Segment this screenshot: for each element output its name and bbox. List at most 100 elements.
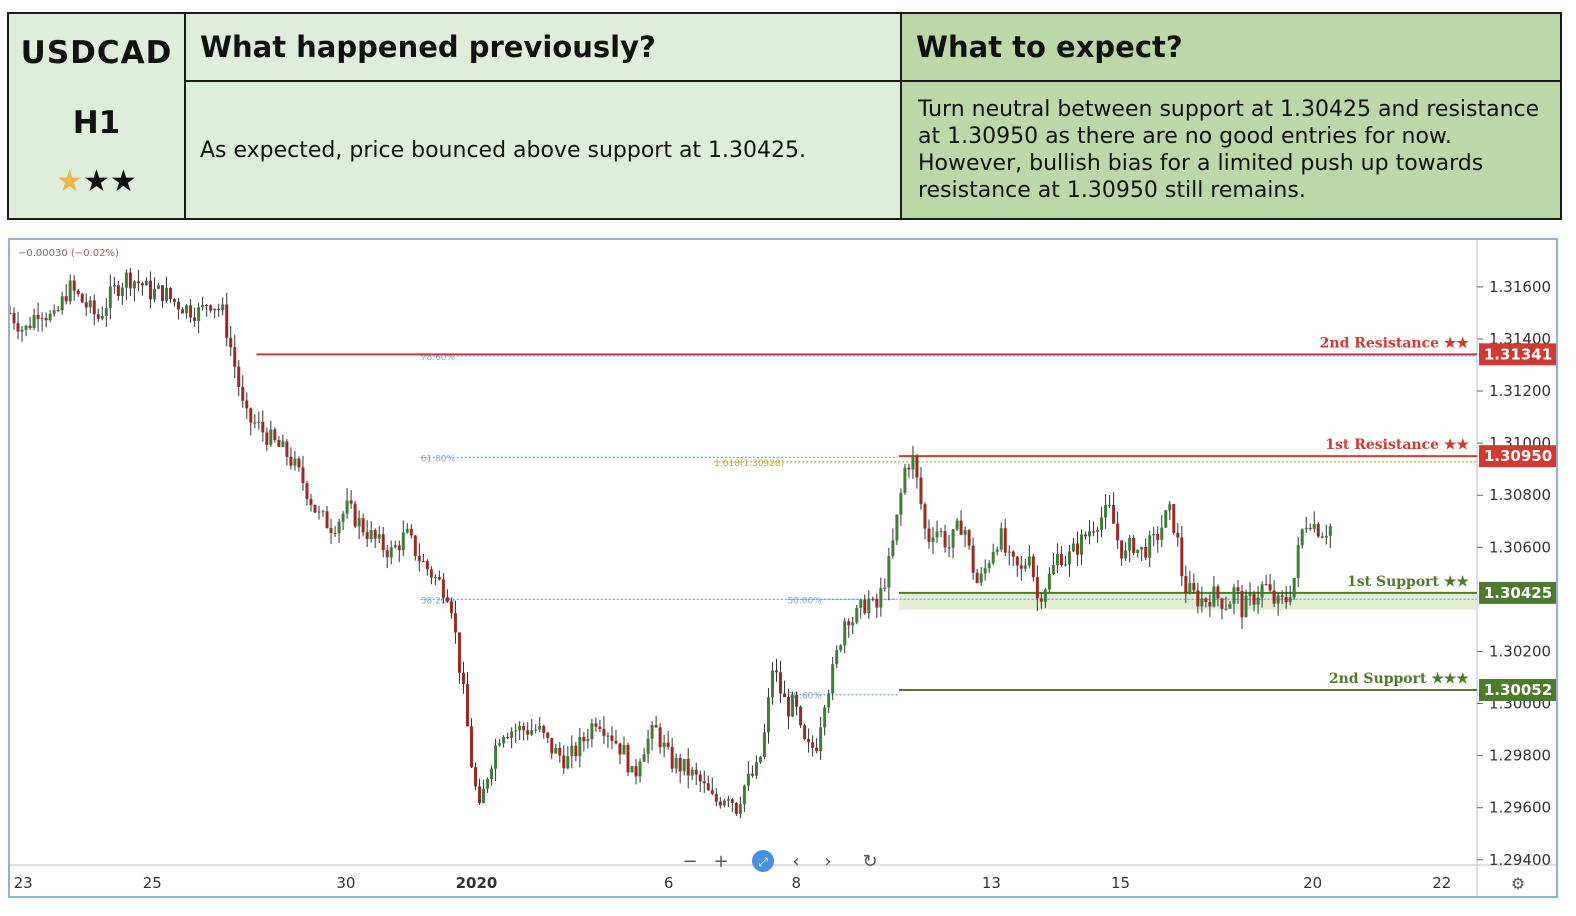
candle-body	[233, 347, 237, 367]
candle-body	[622, 744, 626, 755]
candle-body	[1328, 526, 1332, 536]
candle-body	[377, 534, 381, 539]
candle-body	[20, 329, 24, 332]
candle-body	[823, 707, 827, 728]
candle-body	[165, 287, 169, 301]
candle-body	[534, 729, 538, 731]
candle-body	[1160, 527, 1164, 540]
candle-body	[1264, 584, 1268, 586]
candle-body	[349, 500, 353, 504]
y-tick-label: 1.30200	[1489, 642, 1551, 660]
candle-body	[1244, 595, 1248, 618]
star-gold-icon: ★	[56, 164, 84, 199]
candle-body	[221, 304, 225, 310]
candle-body	[1156, 533, 1160, 540]
candle-body	[1308, 527, 1312, 529]
reset-button[interactable]: ↻	[862, 851, 877, 872]
candle-body	[160, 285, 164, 301]
candle-body	[1272, 590, 1276, 604]
candle-body	[791, 695, 795, 717]
candle-body	[742, 785, 746, 805]
candle-body	[64, 296, 68, 302]
candle-body	[1071, 543, 1075, 552]
candle-body	[1276, 595, 1280, 604]
candle-body	[1140, 546, 1144, 550]
candle-body	[678, 757, 682, 772]
candle-body	[546, 732, 550, 738]
candle-body	[441, 579, 445, 598]
candle-body	[301, 467, 305, 484]
candle-body	[156, 285, 160, 289]
fib-label: 78.60%	[421, 353, 456, 363]
candle-body	[1232, 587, 1236, 604]
candle-body	[602, 728, 606, 736]
candle-body	[1067, 551, 1071, 565]
candle-body	[734, 802, 738, 814]
candle-body	[634, 766, 638, 777]
zoom-in-button[interactable]: +	[713, 851, 728, 872]
candle-body	[84, 302, 88, 308]
candle-body	[108, 286, 112, 309]
x-tick-label: 15	[1111, 874, 1130, 892]
candle-body	[257, 421, 261, 424]
candle-body	[787, 697, 791, 717]
settings-gear-icon[interactable]: ⚙	[1511, 874, 1525, 893]
candle-body	[855, 607, 859, 623]
candle-body	[1104, 505, 1108, 518]
candle-body	[538, 726, 542, 730]
candle-body	[12, 313, 16, 324]
scroll-right-button[interactable]: ›	[824, 851, 831, 872]
candle-body	[867, 598, 871, 614]
candle-body	[1304, 527, 1308, 530]
candle-body	[305, 483, 309, 500]
candle-body	[887, 556, 891, 588]
fib-label: 38.20%	[421, 596, 456, 606]
candle-body	[112, 285, 116, 287]
candle-body	[987, 563, 991, 569]
candle-body	[1128, 537, 1132, 551]
candle-body	[1031, 556, 1035, 578]
candle-body	[1100, 517, 1104, 530]
fit-screen-button[interactable]	[752, 850, 774, 872]
candle-body	[1116, 523, 1120, 541]
candle-body	[795, 695, 799, 707]
level-value-label: 1.30425	[1484, 584, 1552, 602]
candle-body	[437, 577, 441, 580]
candle-body	[269, 429, 273, 445]
candle-body	[955, 520, 959, 530]
candle-body	[68, 280, 72, 302]
scroll-left-button[interactable]: ‹	[792, 851, 799, 872]
star-black-icon: ★	[109, 164, 137, 199]
candle-body	[710, 790, 714, 794]
candle-body	[1079, 534, 1083, 555]
candle-body	[594, 723, 598, 727]
candle-body	[979, 573, 983, 583]
candle-body	[237, 366, 241, 388]
candle-body	[746, 773, 750, 786]
candle-body	[835, 649, 839, 665]
candle-body	[76, 290, 80, 294]
candle-body	[726, 799, 730, 801]
candle-body	[144, 280, 148, 286]
candle-body	[44, 318, 48, 321]
candle-body	[718, 801, 722, 806]
candle-body	[614, 740, 618, 744]
candle-body	[56, 310, 60, 312]
candle-body	[738, 804, 742, 814]
exp-text: Turn neutral between support at 1.30425 …	[900, 80, 1562, 220]
candle-body	[1003, 528, 1007, 553]
candle-body	[895, 514, 899, 541]
candle-body	[177, 301, 181, 310]
level-value-box	[1479, 581, 1556, 604]
candle-body	[859, 600, 863, 608]
candle-body	[486, 778, 490, 789]
candle-body	[815, 747, 819, 752]
candle-body	[831, 664, 835, 694]
candle-body	[658, 727, 662, 748]
zoom-out-button[interactable]: −	[682, 851, 697, 872]
candle-body	[598, 726, 602, 729]
candle-body	[1051, 565, 1055, 574]
candle-body	[694, 769, 698, 775]
y-tick-label: 1.30600	[1489, 538, 1551, 556]
candle-body	[401, 532, 405, 551]
